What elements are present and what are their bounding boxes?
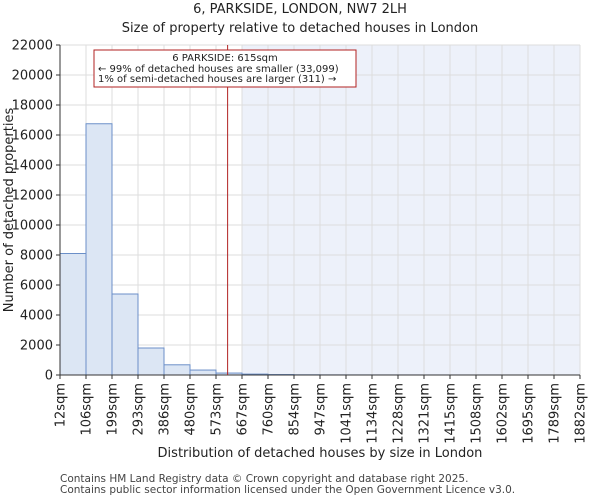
x-tick-label-854sqm: 854sqm [288,383,303,436]
plot-area: 0 2000 4000 6000 8000 10000 12000 14000 16000 180… [12,39,589,444]
y-tick-label-14000: 14000 [12,159,53,174]
bar-480sqm [189,369,217,376]
y-axis-label: Number of detached properties [2,108,17,313]
chart-subtitle: Size of property relative to detached ho… [122,21,478,36]
annotation-line-larger: 1% of semi-detached houses are larger (3… [98,74,336,85]
y-tick-label-10000: 10000 [12,219,53,234]
y-tick-label-0: 0 [45,369,53,384]
x-tick-label-480sqm: 480sqm [184,383,199,436]
x-tick-label-1508sqm: 1508sqm [470,383,485,444]
shaded-region [242,45,580,375]
x-tick-label-1415sqm: 1415sqm [444,383,459,444]
y-tick-label-2000: 2000 [20,339,53,354]
x-tick-label-573sqm: 573sqm [210,383,225,436]
y-tick-label-16000: 16000 [12,129,53,144]
bar-293sqm [137,347,165,376]
y-tick-label-6000: 6000 [20,279,53,294]
x-tick-label-760sqm: 760sqm [262,383,277,436]
x-tick-label-293sqm: 293sqm [132,383,147,436]
x-tick-label-386sqm: 386sqm [158,383,173,436]
y-tick-label-22000: 22000 [12,39,53,54]
annotation-line-smaller: ← 99% of detached houses are smaller (33… [98,64,339,75]
x-tick-label-1602sqm: 1602sqm [496,383,511,444]
y-tick-label-20000: 20000 [12,69,53,84]
chart-title: 6, PARKSIDE, LONDON, NW7 2LH [193,2,407,17]
annotation-frame [93,49,357,88]
bar-199sqm [111,293,139,376]
x-tick-label-1882sqm: 1882sqm [574,383,589,444]
x-tick-label-106sqm: 106sqm [80,383,95,436]
bar-12sqm [59,253,87,376]
bar-386sqm [163,364,191,376]
x-tick-label-1134sqm: 1134sqm [366,383,381,444]
y-tick-label-12000: 12000 [12,189,53,204]
y-tick-label-18000: 18000 [12,99,53,114]
footer-line-2: Contains public sector information licen… [60,484,515,496]
x-tick-label-1695sqm: 1695sqm [522,383,537,444]
annotation-title: 6 PARKSIDE: 615sqm [172,53,278,64]
y-tick-label-4000: 4000 [20,309,53,324]
x-tick-label-12sqm: 12sqm [54,383,69,427]
footer-line-1: Contains HM Land Registry data © Crown c… [60,473,468,485]
x-tick-label-199sqm: 199sqm [106,383,121,436]
annotation-box: 6 PARKSIDE: 615sqm ← 99% of detached hou… [93,49,357,88]
x-tick-label-1228sqm: 1228sqm [392,383,407,444]
x-tick-label-667sqm: 667sqm [236,383,251,436]
x-axis-label: Distribution of detached houses by size … [158,446,483,461]
x-tick-label-1789sqm: 1789sqm [548,383,563,444]
x-tick-label-1041sqm: 1041sqm [340,383,355,444]
y-tick-label-8000: 8000 [20,249,53,264]
x-tick-label-947sqm: 947sqm [314,383,329,436]
bar-106sqm [85,123,113,376]
x-tick-label-1321sqm: 1321sqm [418,383,433,444]
